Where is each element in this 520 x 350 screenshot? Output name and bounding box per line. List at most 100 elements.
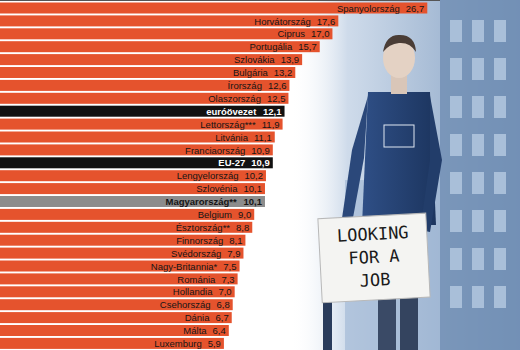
window xyxy=(472,210,484,232)
value-label: 10,9 xyxy=(251,145,270,156)
bar xyxy=(0,3,427,14)
category-label: Horvátország xyxy=(254,16,311,27)
photo-background xyxy=(290,0,520,350)
person-arm xyxy=(420,96,442,232)
bar xyxy=(0,80,289,91)
category-label: Csehország xyxy=(160,299,211,310)
value-label: 7,5 xyxy=(223,261,236,272)
window xyxy=(450,20,462,42)
window xyxy=(450,286,462,308)
category-label: Hollandia xyxy=(173,286,213,297)
bar xyxy=(0,312,232,323)
category-label: Finnország xyxy=(176,235,223,246)
value-label: 13,2 xyxy=(274,67,293,78)
bar xyxy=(0,41,320,52)
category-label: EU-27 xyxy=(218,157,245,168)
window xyxy=(472,134,484,156)
value-label: 6,4 xyxy=(213,325,226,336)
value-label: 17,6 xyxy=(317,16,336,27)
category-label: Románia xyxy=(177,274,216,285)
bar xyxy=(0,132,275,143)
chart-svg: LOOKINGFOR AJOB 26,7 Spanyolország17,6 Horv… xyxy=(0,0,520,350)
window xyxy=(494,286,506,308)
value-label: 11,9 xyxy=(262,119,280,130)
value-label: 7,9 xyxy=(227,248,240,259)
value-label: 7,3 xyxy=(221,274,234,285)
bar xyxy=(0,183,265,194)
category-label: Dánia xyxy=(185,312,211,323)
bar xyxy=(0,157,273,168)
value-label: 10,2 xyxy=(244,170,263,181)
bar xyxy=(0,209,254,220)
labels: 26,7Spanyolország17,6Horvátország17,0Cip… xyxy=(151,3,424,349)
value-label: 8,8 xyxy=(236,222,249,233)
photo: LOOKINGFOR AJOB xyxy=(290,0,520,350)
sign-text: LOOKING xyxy=(336,222,409,246)
window xyxy=(472,172,484,194)
value-label: 9,0 xyxy=(238,209,251,220)
bar xyxy=(0,222,252,233)
value-label: 15,7 xyxy=(298,41,317,52)
window xyxy=(472,248,484,270)
person-arm xyxy=(340,96,368,234)
bar xyxy=(0,261,240,272)
category-label: Luxemburg xyxy=(154,338,202,349)
category-label: Ciprus xyxy=(277,28,305,39)
window xyxy=(494,248,506,270)
window xyxy=(494,172,506,194)
window xyxy=(494,20,506,42)
bar xyxy=(0,54,302,65)
category-label: Spanyolország xyxy=(337,3,400,14)
value-label: 12,5 xyxy=(267,93,286,104)
category-label: Lettország*** xyxy=(200,119,256,130)
window xyxy=(472,96,484,118)
category-label: Olaszország xyxy=(208,93,261,104)
category-label: Magyarország** xyxy=(165,196,237,207)
window xyxy=(450,210,462,232)
sign: LOOKINGFOR AJOB xyxy=(318,213,430,303)
window xyxy=(450,172,462,194)
axis-line xyxy=(0,0,440,1)
category-label: Franciaország xyxy=(185,145,245,156)
value-label: 26,7 xyxy=(406,3,425,14)
window xyxy=(450,58,462,80)
window xyxy=(494,210,506,232)
bar xyxy=(0,299,233,310)
window xyxy=(494,58,506,80)
value-label: 12,1 xyxy=(263,106,282,117)
bar xyxy=(0,67,295,78)
category-label: Szlovénia xyxy=(196,183,238,194)
category-label: Szlovákia xyxy=(234,54,275,65)
category-label: Észtország** xyxy=(176,222,231,233)
value-label: 6,7 xyxy=(216,312,229,323)
category-label: Bulgária xyxy=(233,67,269,78)
bar xyxy=(0,119,283,130)
category-label: Nagy-Britannia* xyxy=(151,261,218,272)
person-hair xyxy=(383,35,416,52)
bar xyxy=(0,93,288,104)
category-label: Svédország xyxy=(171,248,221,259)
value-label: 5,9 xyxy=(208,338,221,349)
window xyxy=(450,248,462,270)
window xyxy=(472,58,484,80)
bar xyxy=(0,325,229,336)
bar xyxy=(0,28,332,39)
value-label: 12,6 xyxy=(268,80,287,91)
bar xyxy=(0,338,224,349)
window xyxy=(450,134,462,156)
shirt-logo xyxy=(384,125,414,147)
sign-text: FOR A xyxy=(348,246,400,269)
category-label: Lengyelország xyxy=(177,170,239,181)
value-label: 10,9 xyxy=(251,157,270,168)
bar xyxy=(0,286,235,297)
chart-container: LOOKINGFOR AJOB 26,7 Spanyolország17,6 Horv… xyxy=(0,0,520,350)
window xyxy=(494,96,506,118)
window xyxy=(472,20,484,42)
value-label: 6,8 xyxy=(216,299,229,310)
category-label: Málta xyxy=(183,325,207,336)
value-label: 10,1 xyxy=(243,196,262,207)
sign-text: JOB xyxy=(359,269,391,291)
value-label: 10,1 xyxy=(243,183,262,194)
window xyxy=(494,134,506,156)
bar xyxy=(0,235,245,246)
